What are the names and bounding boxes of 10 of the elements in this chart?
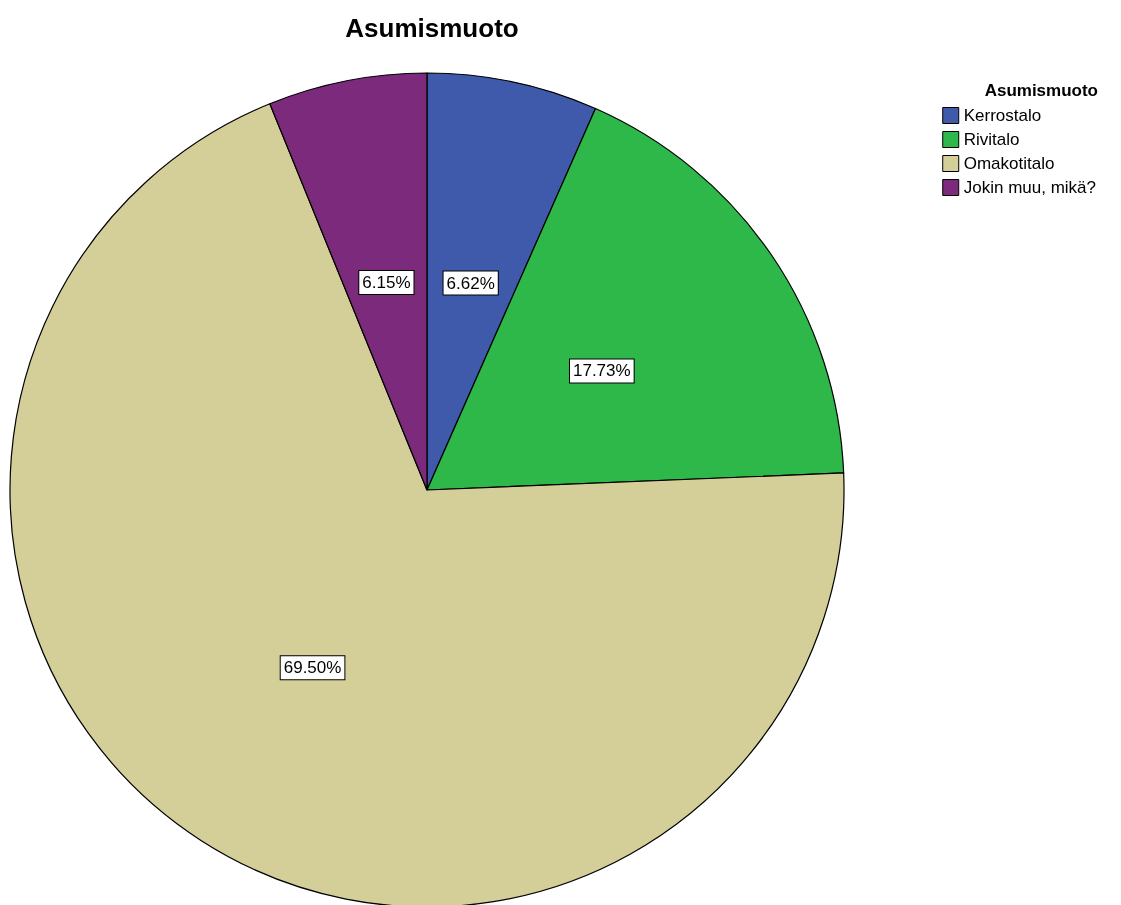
- data-label: 17.73%: [572, 361, 631, 381]
- legend-label: Omakotitalo: [963, 154, 1055, 173]
- data-label: 6.15%: [362, 272, 411, 292]
- legend-label: Jokin muu, mikä?: [963, 178, 1097, 197]
- data-label: 6.62%: [446, 273, 495, 293]
- chart-title: Asumismuoto: [345, 13, 519, 43]
- legend-label: Rivitalo: [963, 130, 1020, 149]
- legend-label: Kerrostalo: [963, 106, 1042, 125]
- legend-title: Asumismuoto: [984, 81, 1098, 100]
- data-label: 69.50%: [283, 658, 342, 678]
